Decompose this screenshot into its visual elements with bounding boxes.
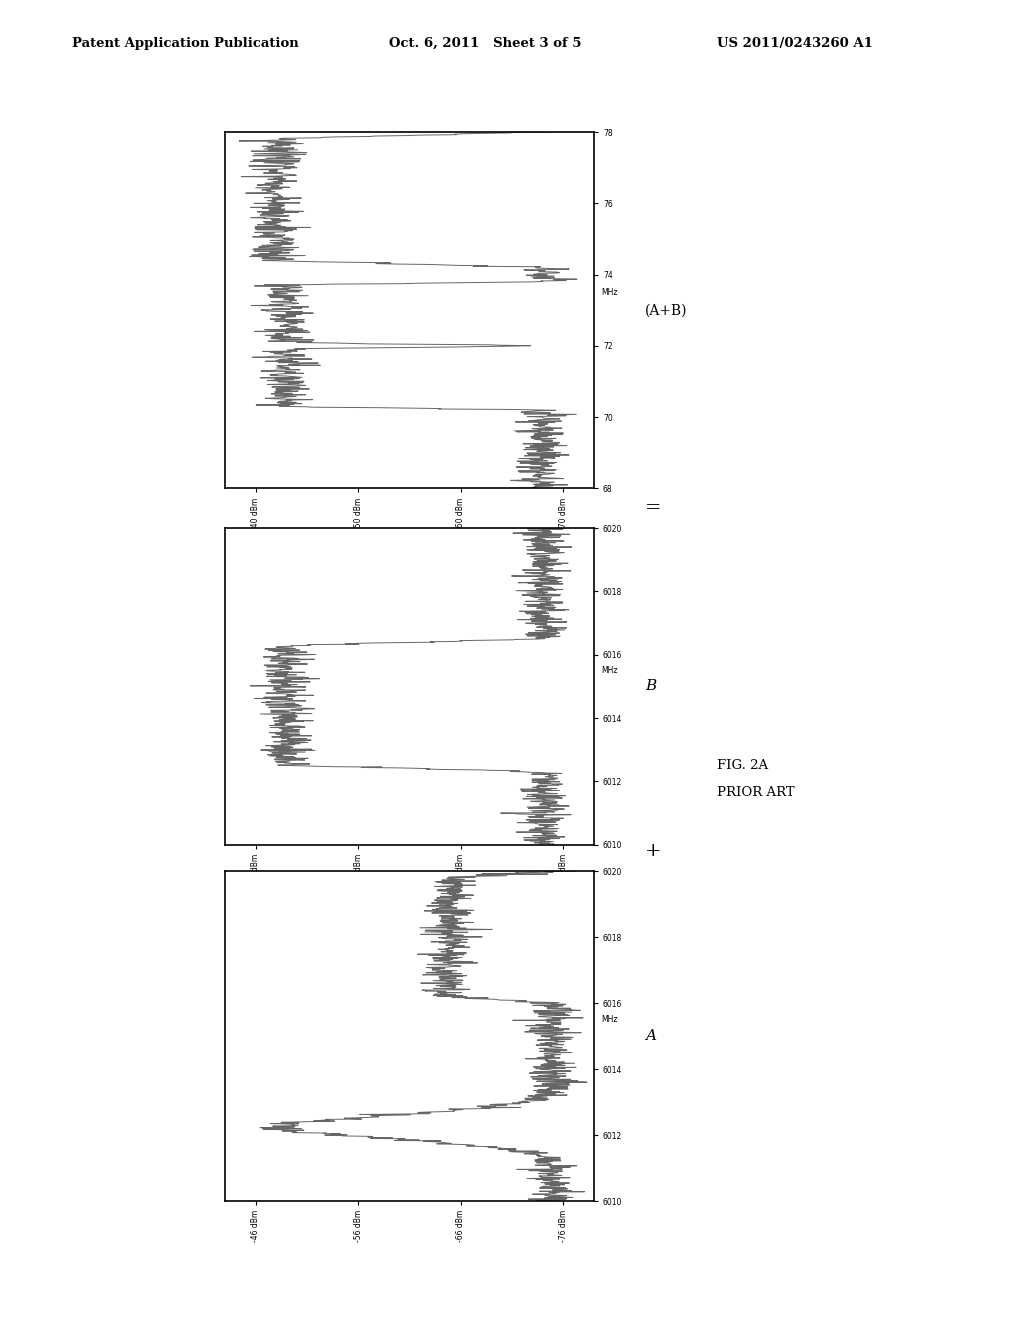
Text: FIG. 2A: FIG. 2A	[717, 759, 768, 772]
Text: B: B	[645, 680, 656, 693]
Text: Oct. 6, 2011   Sheet 3 of 5: Oct. 6, 2011 Sheet 3 of 5	[389, 37, 582, 50]
Text: (A+B): (A+B)	[645, 304, 688, 317]
Text: MHz: MHz	[601, 667, 617, 675]
Text: Patent Application Publication: Patent Application Publication	[72, 37, 298, 50]
Text: MHz: MHz	[601, 288, 617, 297]
Text: A: A	[645, 1030, 656, 1043]
Text: US 2011/0243260 A1: US 2011/0243260 A1	[717, 37, 872, 50]
Text: +: +	[645, 842, 662, 861]
Text: MHz: MHz	[601, 1015, 617, 1024]
Text: PRIOR ART: PRIOR ART	[717, 785, 795, 799]
Text: =: =	[645, 499, 662, 517]
